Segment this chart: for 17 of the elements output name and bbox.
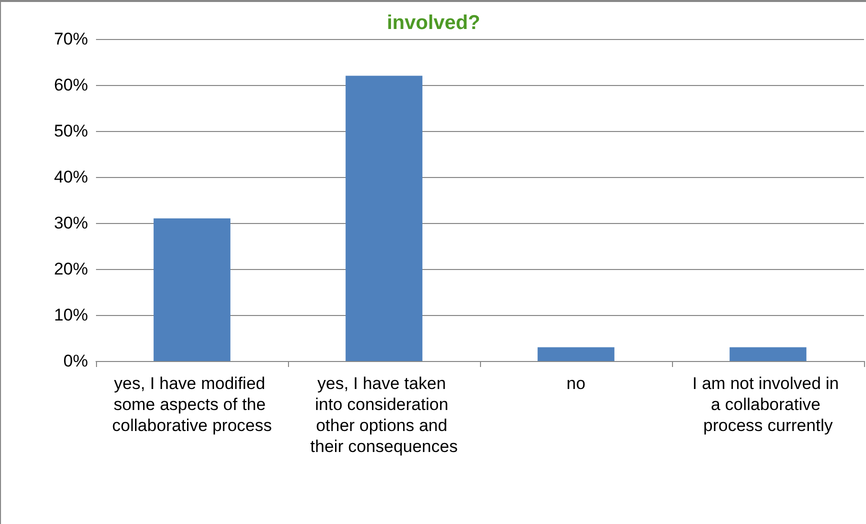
bar bbox=[730, 347, 806, 361]
y-tick-label: 40% bbox=[54, 168, 88, 186]
x-tick-label: no bbox=[566, 374, 586, 393]
y-tick-label: 70% bbox=[54, 30, 88, 48]
bar bbox=[154, 218, 230, 361]
y-tick-label: 60% bbox=[54, 76, 88, 94]
bar bbox=[538, 347, 614, 361]
y-tick-label: 20% bbox=[54, 260, 88, 278]
x-tick-label: yes, I have taken into consideration other options and their consequences bbox=[310, 374, 458, 456]
y-tick-label: 50% bbox=[54, 122, 88, 140]
chart-title: involved? bbox=[386, 12, 480, 34]
bar bbox=[346, 76, 422, 361]
x-tick-label: I am not involved in a collaborative process currently bbox=[692, 374, 844, 435]
y-tick-label: 10% bbox=[54, 306, 88, 324]
x-tick-label: yes, I have modified some aspects of the collaborative process bbox=[112, 374, 272, 435]
y-tick-label: 0% bbox=[63, 352, 88, 370]
y-tick-label: 30% bbox=[54, 214, 88, 232]
